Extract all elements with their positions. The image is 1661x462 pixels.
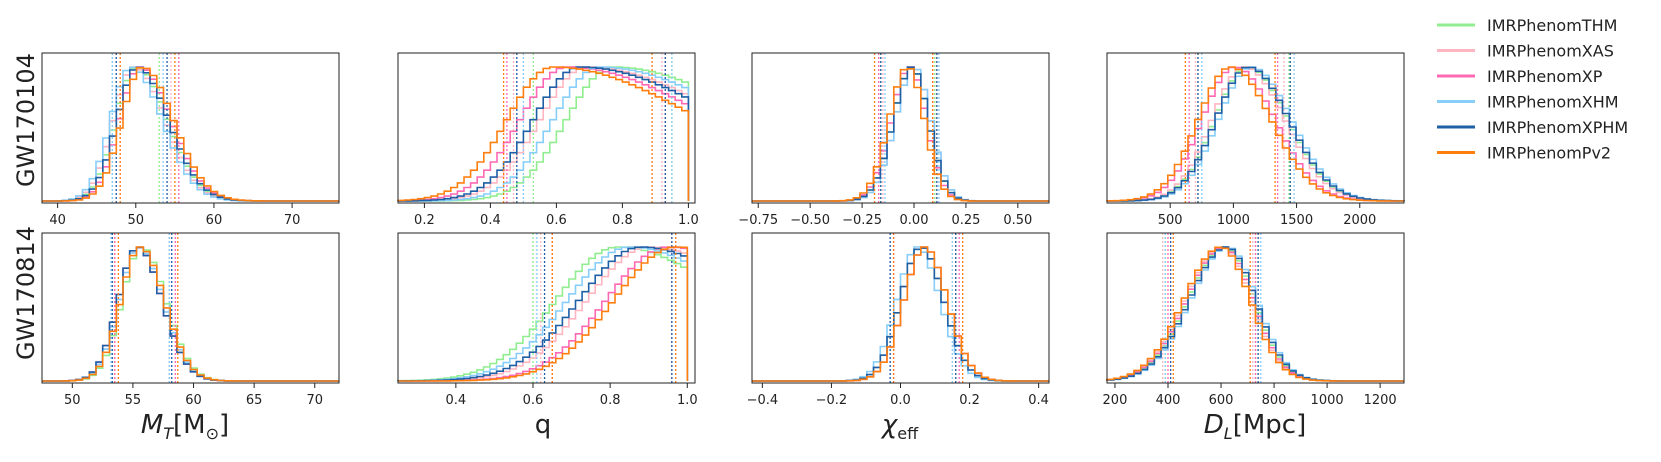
x-tick-label: 60 xyxy=(206,213,223,228)
panel-gw170814-4: 50 55 60 65 70 xyxy=(41,232,340,408)
xlabel-total-mass: MT[M⊙] xyxy=(141,410,229,443)
legend: IMRPhenomTHM IMRPhenomXAS IMRPhenomXP IMRPh… xyxy=(1437,16,1628,163)
x-tick-label: 400 xyxy=(1156,393,1181,408)
x-tick-label: 50 xyxy=(128,213,145,228)
legend-label-imrphenomxphm: IMRPhenomXPHM xyxy=(1487,118,1628,137)
hist-imrphenompv2 xyxy=(42,246,339,382)
hist-imrphenompv2 xyxy=(752,246,1049,382)
panel-gw170814-6: −0.4 −0.2 0.0 0.2 0.4 xyxy=(747,232,1050,408)
x-tick-label: −0.2 xyxy=(816,393,848,408)
x-tick-label: 65 xyxy=(246,393,263,408)
axes-frame xyxy=(1106,232,1405,384)
hist-imrphenompv2 xyxy=(1106,66,1404,202)
x-tick-label: 0.00 xyxy=(900,213,929,228)
x-tick-label: 0.8 xyxy=(612,213,633,228)
x-tick-label: 55 xyxy=(125,393,142,408)
axes-frame xyxy=(41,52,340,204)
hist-imrphenomxp xyxy=(397,66,690,202)
x-tick-label: 1500 xyxy=(1280,213,1313,228)
x-tick-label: 0.25 xyxy=(951,213,980,228)
row-label-gw170104: GW170104 xyxy=(12,53,40,187)
hist-imrphenomthm xyxy=(397,246,689,382)
x-tick-label: 50 xyxy=(64,393,81,408)
x-tick-label: 2000 xyxy=(1343,213,1376,228)
hist-imrphenomthm xyxy=(398,66,690,202)
axes-frame xyxy=(751,52,1050,204)
x-tick-label: 0.4 xyxy=(1028,393,1049,408)
x-tick-label: 0.4 xyxy=(446,393,467,408)
x-tick-label: 1.0 xyxy=(677,393,698,408)
hist-imrphenompv2 xyxy=(398,246,689,382)
legend-label-imrphenomthm: IMRPhenomTHM xyxy=(1487,16,1617,35)
hist-imrphenompv2 xyxy=(397,66,690,202)
hist-imrphenomxphm xyxy=(1107,66,1405,202)
hist-imrphenompv2 xyxy=(1106,246,1404,382)
x-tick-label: 600 xyxy=(1209,393,1234,408)
panel-gw170104-2: −0.75 −0.50 −0.25 0.00 0.25 0.50 xyxy=(738,52,1050,228)
legend-label-imrphenomxp: IMRPhenomXP xyxy=(1487,67,1603,86)
x-tick-label: 0.6 xyxy=(523,393,544,408)
hist-imrphenomxhm xyxy=(42,66,339,202)
panel-gw170814-5: 0.4 0.6 0.8 1.0 xyxy=(397,232,698,408)
xlabel-mass-ratio: q xyxy=(535,410,552,440)
x-tick-label: 0.2 xyxy=(959,393,980,408)
axes-frame xyxy=(397,232,696,384)
x-tick-label: 1.0 xyxy=(678,213,699,228)
panel-gw170104-0: 40 50 60 70 xyxy=(41,52,340,228)
x-tick-label: −0.25 xyxy=(842,213,882,228)
legend-label-imrphenompv2: IMRPhenomPv2 xyxy=(1487,144,1611,163)
x-tick-label: 0.0 xyxy=(890,393,911,408)
x-tick-label: 1200 xyxy=(1364,393,1397,408)
x-tick-label: 0.6 xyxy=(546,213,567,228)
x-tick-label: 70 xyxy=(306,393,323,408)
row-label-gw170814: GW170814 xyxy=(12,226,40,360)
axes-frame xyxy=(397,52,696,204)
x-tick-label: 40 xyxy=(49,213,66,228)
xlabel-chi-eff: χeff xyxy=(880,410,919,443)
x-tick-label: 0.50 xyxy=(1003,213,1032,228)
x-tick-label: −0.75 xyxy=(738,213,778,228)
x-tick-label: 200 xyxy=(1103,393,1128,408)
axes-frame xyxy=(41,232,340,384)
x-tick-label: 70 xyxy=(284,213,301,228)
x-tick-label: 0.4 xyxy=(480,213,501,228)
axes-frame xyxy=(1106,52,1405,204)
hist-imrphenomxphm xyxy=(397,246,689,382)
legend-label-imrphenomxas: IMRPhenomXAS xyxy=(1487,42,1614,61)
legend-label-imrphenomxhm: IMRPhenomXHM xyxy=(1487,93,1619,112)
x-tick-label: 1000 xyxy=(1217,213,1250,228)
x-tick-label: 60 xyxy=(185,393,202,408)
panel-gw170814-7: 200 400 600 800 1000 1200 xyxy=(1103,232,1405,408)
x-tick-label: 1000 xyxy=(1311,393,1344,408)
hist-imrphenompv2 xyxy=(752,68,1049,202)
hist-imrphenompv2 xyxy=(42,67,339,202)
xlabel-luminosity-distance: DL[Mpc] xyxy=(1204,410,1306,443)
x-tick-label: 0.8 xyxy=(600,393,621,408)
x-tick-label: −0.4 xyxy=(747,393,779,408)
panel-gw170104-3: 500 1000 1500 2000 xyxy=(1106,52,1405,228)
x-tick-label: 0.2 xyxy=(414,213,435,228)
x-tick-label: 500 xyxy=(1158,213,1183,228)
panel-gw170104-1: 0.2 0.4 0.6 0.8 1.0 xyxy=(397,52,699,228)
x-tick-label: −0.50 xyxy=(790,213,830,228)
hist-imrphenomxphm xyxy=(397,66,690,202)
x-tick-label: 800 xyxy=(1262,393,1287,408)
hist-imrphenomxhm xyxy=(398,66,690,202)
